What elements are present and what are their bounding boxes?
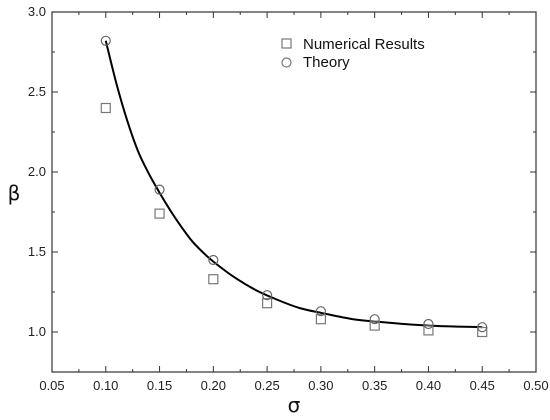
y-tick-label: 2.0 <box>28 164 46 179</box>
axis-ticks <box>51 11 537 373</box>
theory-point <box>315 306 326 317</box>
x-axis-title: σ <box>288 393 301 417</box>
legend: Numerical Results Theory <box>281 36 425 71</box>
numerical-point <box>369 320 380 331</box>
x-tick-label: 0.10 <box>93 378 118 393</box>
y-tick-label: 1.5 <box>28 244 46 259</box>
x-tick-label: 0.40 <box>416 378 441 393</box>
y-tick-label: 1.0 <box>28 324 46 339</box>
numerical-point <box>154 208 165 219</box>
x-tick-label: 0.25 <box>254 378 279 393</box>
numerical-point <box>100 102 111 114</box>
legend-label-numerical: Numerical Results <box>303 36 425 53</box>
theory-point <box>477 322 488 333</box>
numerical-point <box>262 298 273 309</box>
x-tick-label: 0.30 <box>308 378 333 393</box>
y-axis-title: β <box>8 181 21 205</box>
axis-tick-labels: 0.05 0.10 0.15 0.20 0.25 0.30 0.35 0.40 0.45 0.50… <box>28 4 549 393</box>
numerical-point <box>208 274 219 285</box>
theory-point <box>154 184 165 195</box>
legend-marker-numerical <box>281 38 292 49</box>
y-tick-label: 2.5 <box>28 84 46 99</box>
theory-curve <box>104 40 483 329</box>
data-markers <box>100 35 488 338</box>
numerical-point <box>423 325 434 336</box>
x-tick-label: 0.50 <box>523 378 548 393</box>
x-tick-label: 0.35 <box>362 378 387 393</box>
legend-label-theory: Theory <box>303 54 350 71</box>
plot-frame <box>51 11 537 373</box>
numerical-point <box>315 314 326 325</box>
x-tick-label: 0.20 <box>201 378 226 393</box>
y-tick-label: 3.0 <box>28 4 46 19</box>
theory-point <box>208 254 219 266</box>
theory-point <box>423 318 434 330</box>
x-tick-label: 0.45 <box>470 378 495 393</box>
theory-point <box>100 35 111 46</box>
theory-point <box>369 314 380 325</box>
x-tick-label: 0.05 <box>39 378 64 393</box>
theory-point <box>262 290 273 301</box>
x-tick-label: 0.15 <box>147 378 172 393</box>
numerical-point <box>477 326 488 338</box>
legend-marker-theory <box>281 57 292 68</box>
